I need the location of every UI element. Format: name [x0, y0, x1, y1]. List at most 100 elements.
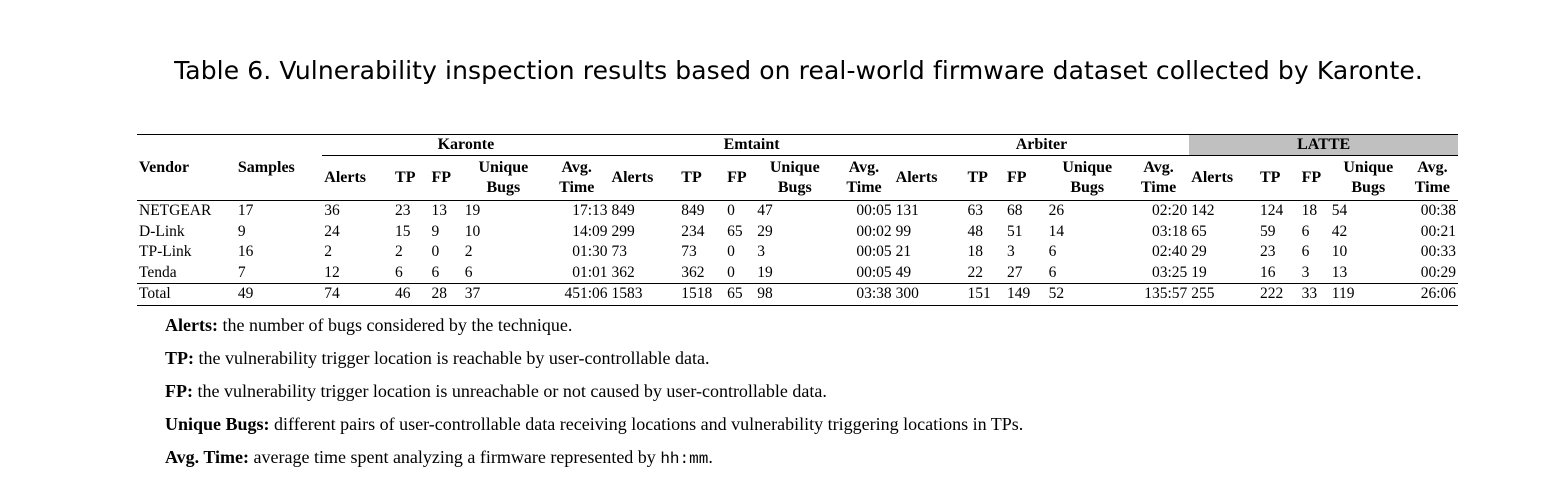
arbiter-value-cell: 3 [1007, 243, 1015, 261]
sub-header-label: Bugs [777, 179, 812, 196]
karonte-value-cell: 13 [431, 202, 447, 220]
sub-header-latte-alerts: Alerts [1189, 156, 1258, 201]
note-line: Alerts: the number of bugs considered by… [165, 312, 1023, 345]
vendor-header: Vendor [137, 134, 236, 201]
arbiter-value-cell: 300 [893, 283, 966, 305]
group-header-latte: LATTE [1189, 134, 1458, 156]
karonte-value-cell: 9 [431, 222, 440, 240]
sub-header-label: Time [846, 179, 882, 196]
karonte-value-cell: 2 [324, 243, 333, 261]
sub-header-emtaint-alerts: Alerts [610, 156, 680, 201]
arbiter-value-cell: 27 [1007, 263, 1023, 281]
vendor-cell: Total [137, 283, 236, 305]
latte-value-cell: 10 [1331, 243, 1348, 261]
table-notes: Alerts: the number of bugs considered by… [165, 312, 1023, 477]
arbiter-value-cell: 151 [965, 283, 1006, 305]
note-text: average time spent analyzing a firmware … [249, 447, 661, 467]
note-line: Avg. Time: average time spent analyzing … [165, 444, 1023, 477]
sub-header-label: Time [1140, 179, 1177, 196]
emtaint-value-cell: 0 [727, 243, 735, 261]
karonte-value-cell: 28 [429, 283, 463, 305]
results-table-body: NETGEAR 17 36 23 13 19 17:13 849 849 0 47 00:05 131 6… [137, 201, 1458, 305]
note-term: Alerts: [165, 315, 218, 335]
emtaint-value-cell: 29 [757, 222, 773, 240]
emtaint-value-cell: 98 [755, 283, 835, 305]
group-header-emtaint: Emtaint [609, 134, 894, 156]
sub-header-label: Unique [1062, 159, 1113, 176]
sub-header-label: Alerts [895, 169, 938, 186]
sub-header-label: Alerts [324, 169, 367, 186]
sub-header-label: TP [681, 169, 702, 186]
karonte-value-cell: 17:13 [572, 202, 608, 220]
latte-value-cell: 54 [1331, 202, 1348, 220]
sub-header-emtaint-tp: TP [679, 156, 725, 201]
sub-header-label: FP [1007, 169, 1027, 186]
sub-header-label: Unique [769, 159, 820, 176]
karonte-value-cell: 37 [462, 283, 544, 305]
note-text: the number of bugs considered by the tec… [217, 315, 573, 335]
emtaint-value-cell: 00:05 [856, 263, 892, 281]
arbiter-value-cell: 02:20 [1151, 202, 1188, 220]
sub-header-karonte-unique-bugs: Unique Bugs [463, 156, 544, 201]
group-header-karonte: Karonte [322, 134, 610, 156]
emtaint-value-cell: 299 [611, 222, 635, 240]
group-header-arbiter: Arbiter [893, 134, 1190, 156]
emtaint-value-cell: 849 [681, 202, 705, 220]
latte-value-cell: 6 [1301, 243, 1310, 261]
note-line: Unique Bugs: different pairs of user-con… [165, 411, 1023, 444]
sub-header-arbiter-fp: FP [1005, 156, 1047, 201]
emtaint-value-cell: 47 [757, 202, 773, 220]
sub-header-label: Alerts [611, 169, 654, 186]
emtaint-value-cell: 00:05 [856, 243, 892, 261]
latte-value-cell: 26:06 [1406, 283, 1458, 305]
arbiter-value-cell: 131 [895, 202, 919, 220]
latte-value-cell: 65 [1191, 222, 1207, 240]
arbiter-value-cell: 03:18 [1151, 222, 1188, 240]
karonte-value-cell: 2 [464, 243, 473, 261]
karonte-value-cell: 14:09 [572, 222, 608, 240]
sub-header-row: Alerts TP FP Unique Bugs Avg. Time Alerts TP FP Un… [137, 156, 1458, 201]
sub-header-karonte-alerts: Alerts [322, 156, 393, 201]
arbiter-value-cell: 135:57 [1127, 283, 1190, 305]
arbiter-value-cell: 68 [1007, 202, 1023, 220]
emtaint-value-cell: 849 [611, 202, 635, 220]
latte-value-cell: 19 [1191, 263, 1207, 281]
note-line: FP: the vulnerability trigger location i… [165, 378, 1023, 411]
latte-value-cell: 222 [1257, 283, 1300, 305]
arbiter-value-cell: 6 [1048, 243, 1057, 261]
sub-header-karonte-tp: TP [393, 156, 429, 201]
vendor-cell: Tenda [139, 263, 177, 281]
table-row: Tenda 7 12 6 6 6 01:01 362 362 0 19 00:05 49 22 27 6 03:… [137, 263, 1458, 284]
latte-value-cell: 00:33 [1420, 243, 1456, 261]
sub-header-label: Avg. [1417, 159, 1448, 176]
karonte-value-cell: 19 [464, 202, 481, 220]
emtaint-value-cell: 65 [727, 222, 743, 240]
latte-value-cell: 142 [1191, 202, 1215, 220]
vendor-cell: NETGEAR [139, 202, 212, 220]
sub-header-karonte-avg-time: Avg. Time [544, 156, 610, 201]
emtaint-value-cell: 0 [727, 202, 735, 220]
note-line: TP: the vulnerability trigger location i… [165, 345, 1023, 378]
note-term: Unique Bugs: [165, 414, 270, 434]
karonte-value-cell: 36 [324, 202, 340, 220]
results-table: Vendor Samples Karonte Emtaint Arbiter L… [137, 134, 1458, 306]
samples-header: Samples [235, 134, 323, 201]
sub-header-label: Bugs [486, 179, 521, 196]
sub-header-label: FP [1301, 169, 1322, 186]
emtaint-value-cell: 00:05 [856, 202, 892, 220]
latte-value-cell: 119 [1329, 283, 1407, 305]
emtaint-value-cell: 234 [681, 222, 705, 240]
latte-value-cell: 16 [1259, 263, 1276, 281]
arbiter-value-cell: 52 [1046, 283, 1128, 305]
emtaint-value-cell: 19 [757, 263, 773, 281]
sub-header-label: FP [727, 169, 747, 186]
emtaint-value-cell: 0 [727, 263, 735, 281]
note-text: the vulnerability trigger location is un… [192, 381, 827, 401]
results-table-container: Vendor Samples Karonte Emtaint Arbiter L… [137, 134, 1458, 306]
karonte-value-cell: 0 [431, 243, 440, 261]
samples-cell: 9 [237, 222, 246, 240]
latte-value-cell: 00:29 [1420, 263, 1456, 281]
arbiter-value-cell: 21 [895, 243, 912, 261]
latte-value-cell: 42 [1331, 222, 1348, 240]
karonte-value-cell: 6 [464, 263, 473, 281]
